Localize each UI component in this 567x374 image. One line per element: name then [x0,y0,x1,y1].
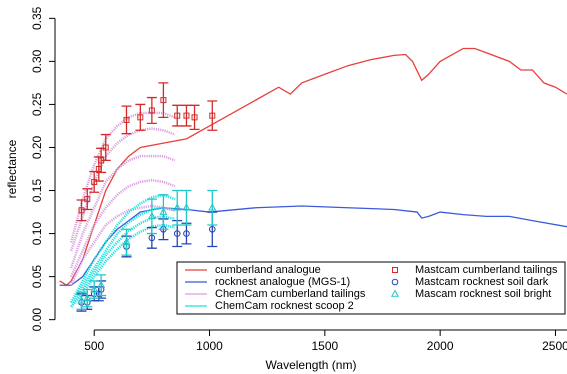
legend-label: cumberland analogue [215,264,321,276]
spectrum-line [69,154,176,269]
spectrum-line [70,193,176,304]
marker [390,289,400,297]
x-tick-label: 2000 [427,339,454,353]
marker [183,112,190,119]
error-bar [100,133,111,162]
marker [208,225,216,233]
legend-label: Mascam rocknest soil bright [415,288,551,300]
legend-label: Mastcam cumberland tailings [415,264,558,276]
legend-label: ChemCam rocknest scoop 2 [215,300,354,312]
marker [208,203,217,211]
marker [148,107,155,114]
error-bar [89,280,100,299]
y-tick-label: 0.10 [30,222,44,246]
error-bar [158,194,169,230]
plot-area [59,47,567,312]
legend-label: rocknest analogue (MGS-1) [215,276,350,288]
y-tick-label: 0.30 [30,49,44,73]
error-bar [121,105,132,135]
y-tick-label: 0.35 [30,6,44,30]
marker [173,230,181,237]
legend-label: Mastcam rocknest soil dark [415,276,549,288]
marker [183,230,190,237]
x-tick-label: 500 [84,339,104,353]
marker [97,280,106,289]
error-bar [181,104,192,127]
marker [148,234,156,242]
error-bar [82,288,93,308]
marker [90,284,99,293]
spectrum-line [70,223,176,308]
marker [77,296,86,304]
error-bar [158,82,169,118]
marker [84,196,91,203]
marker [78,207,85,214]
spectrum-line [70,178,176,278]
marker [392,267,398,273]
marker [391,278,399,286]
marker [174,112,181,119]
marker [137,114,144,121]
spectrum-line [70,206,176,304]
x-tick-label: 2500 [542,339,567,353]
error-bar [96,274,107,297]
error-bar [207,189,218,226]
spectrum-line [69,127,176,252]
y-tick-label: 0.20 [30,135,44,159]
error-bar [76,291,87,310]
error-bar [82,188,93,211]
error-bar [181,222,192,245]
marker [123,116,130,123]
legend-box [176,261,566,315]
spectrum-line [70,215,176,308]
y-tick-label: 0.05 [30,265,44,289]
marker [83,293,92,301]
marker [182,203,191,211]
marker [147,211,156,220]
error-bar [189,104,200,131]
y-axis-label: reflectance [5,139,19,198]
x-tick-label: 1500 [311,339,338,353]
marker [122,237,131,245]
marker [191,114,198,121]
spectrum-line [70,204,176,286]
marker [91,178,98,185]
y-tick-label: 0.25 [30,92,44,116]
marker [173,203,182,211]
error-bar [207,100,218,131]
marker [160,97,167,104]
marker [102,144,109,151]
spectrum-line [69,111,176,243]
x-tick-label: 1000 [196,339,223,353]
error-bar [181,189,192,226]
error-bar [146,198,157,235]
error-bar [121,228,132,256]
x-axis-label: Wavelength (nm) [266,358,357,372]
error-bar [135,103,146,131]
marker [209,112,216,119]
series-line [59,47,567,287]
marker [159,207,168,215]
error-bar [172,189,183,226]
y-tick-label: 0.15 [30,179,44,203]
error-bar [146,96,157,125]
y-tick-label: 0.00 [30,308,44,332]
error-bar [172,104,183,127]
legend-label: ChemCam cumberland tailings [215,288,366,300]
